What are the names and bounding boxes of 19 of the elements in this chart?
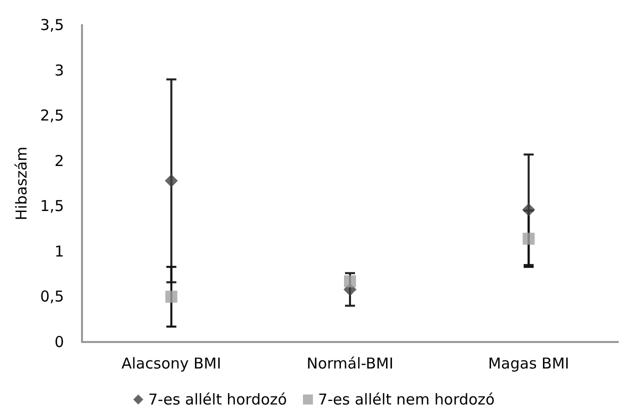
y-tick-label: 1 <box>54 242 64 260</box>
point <box>522 232 535 245</box>
point <box>522 203 536 216</box>
point <box>344 275 356 288</box>
y-tick-label: 1,5 <box>40 197 64 216</box>
y-tick-label: 3 <box>54 61 64 80</box>
legend-label: 7-es allélt hordozó <box>148 390 287 408</box>
point <box>164 174 178 188</box>
x-tick-label: Magas BMI <box>488 354 570 372</box>
y-tick-label: 0,5 <box>40 288 64 306</box>
y-tick-label: 2,5 <box>40 106 64 125</box>
y-axis-title: Hibaszám <box>12 146 31 220</box>
y-tick-label: 2 <box>54 152 64 170</box>
x-tick-label: Alacsony BMI <box>121 354 222 372</box>
legend-label: 7-es allélt nem hordozó <box>318 390 495 408</box>
x-tick-label: Normál-BMI <box>306 354 394 372</box>
y-tick-label: 0 <box>54 333 64 351</box>
point <box>165 290 178 303</box>
y-tick-label: 3,5 <box>40 16 64 34</box>
